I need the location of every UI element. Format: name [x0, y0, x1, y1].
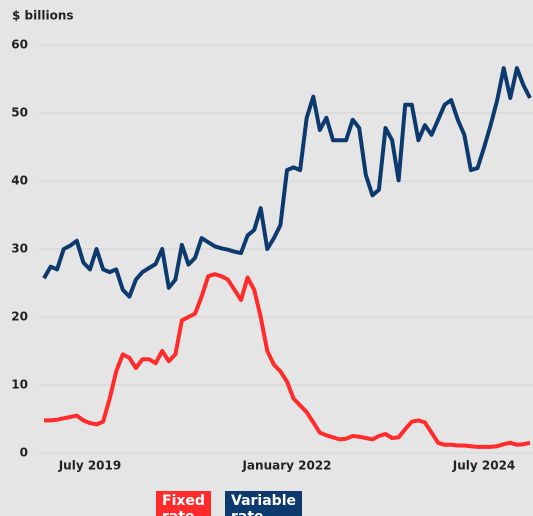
y-tick-label: 10 — [11, 378, 28, 392]
x-tick-label: January 2022 — [241, 459, 331, 473]
y-tick-label: 30 — [11, 242, 28, 256]
y-tick-label: 0 — [20, 446, 28, 460]
series-line — [42, 66, 532, 299]
x-tick-label: July 2024 — [452, 459, 516, 473]
x-tick-label: July 2019 — [58, 459, 122, 473]
y-tick-label: 50 — [11, 106, 28, 120]
y-tick-label: 40 — [11, 174, 28, 188]
y-tick-label: 20 — [11, 310, 28, 324]
series-line — [44, 272, 531, 449]
legend-entry: Variable rate — [225, 491, 302, 516]
legend-entry: Fixed rate — [156, 491, 211, 516]
y-axis-label: $ billions — [12, 9, 74, 23]
y-tick-label: 60 — [11, 38, 28, 52]
